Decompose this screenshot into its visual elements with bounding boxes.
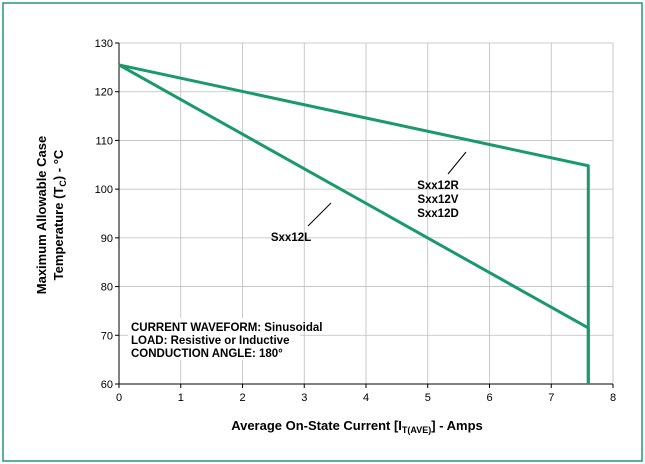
series-label-sxx12r: Sxx12R: [417, 180, 459, 192]
x-tick-label: 4: [363, 392, 369, 404]
annotation-waveform: CURRENT WAVEFORM: Sinusoidal: [131, 322, 322, 334]
axes: [115, 42, 614, 388]
series-label-sxx12d: Sxx12D: [417, 208, 459, 220]
y-tick-label: 90: [101, 233, 113, 245]
y-tick-label: 70: [101, 330, 113, 342]
x-tick-label: 0: [116, 392, 122, 404]
x-tick-label: 2: [239, 392, 245, 404]
series-line-0: [118, 63, 590, 384]
series-line-1: [118, 63, 590, 384]
x-axis-title: Average On-State Current [IT(AVE)] - Amp…: [231, 418, 483, 435]
leader-sxx12l: [307, 202, 332, 227]
y-tick-label: 80: [101, 282, 113, 294]
leader-sxx12r: [447, 151, 467, 175]
annotation-load: LOAD: Resistive or Inductive: [131, 335, 289, 347]
x-tick-label: 6: [486, 392, 492, 404]
annotation-background: [128, 318, 300, 360]
series-label-sxx12v: Sxx12V: [418, 194, 459, 206]
label-leaders: [307, 151, 467, 227]
y-tick-label: 110: [95, 135, 113, 147]
svg-text:Maximum Allowable Case: Maximum Allowable Case: [34, 136, 49, 294]
x-tick-label: 8: [610, 392, 616, 404]
series-label-sxx12l: Sxx12L: [271, 232, 311, 244]
x-tick-label: 3: [301, 392, 307, 404]
y-axis-title: Maximum Allowable Case Temperature (TC) …: [34, 136, 68, 294]
series-lines: [118, 63, 590, 384]
svg-text:Temperature (TC) - °C: Temperature (TC) - °C: [51, 149, 68, 280]
y-tick-label: 120: [95, 87, 113, 99]
x-tick-label: 7: [548, 392, 554, 404]
y-tick-label: 100: [95, 184, 113, 196]
y-tick-label: 130: [95, 38, 113, 50]
tick-labels: 0 1 2 3 4 5 6 7 8 60 70 80 90 100 110 120 130: [95, 38, 616, 404]
annotation-conduction-angle: CONDUCTION ANGLE: 180°: [131, 348, 283, 360]
x-tick-label: 5: [425, 392, 431, 404]
x-tick-label: 1: [178, 392, 184, 404]
y-tick-label: 60: [101, 379, 113, 391]
